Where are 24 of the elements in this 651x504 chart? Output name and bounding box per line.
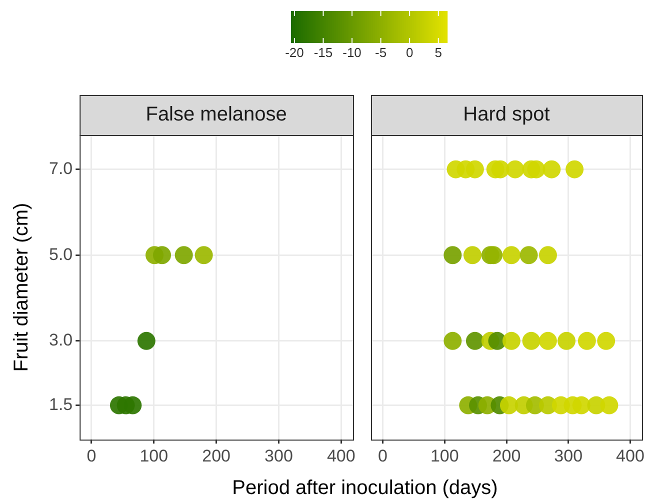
y-tick-label: 3.0 [48,330,73,350]
x-tick-label: 400 [326,446,356,466]
color-bar-label: -5 [375,45,387,60]
x-tick-label: 300 [554,446,583,466]
color-bar-label: 0 [406,45,414,60]
y-tick-label: 5.0 [48,244,73,264]
y-tick-label: 1.5 [48,394,73,414]
color-bar-label: -15 [314,45,333,60]
x-tick-label: 0 [86,446,96,466]
chart-title: Hard spot [463,104,550,126]
x-axis-title: Period after inoculation (days) [231,476,499,501]
y-axis-title: Fruit diameter (cm) [10,202,33,372]
chart-title: False melanose [146,104,287,126]
color-bar-label: -20 [285,45,304,60]
color-bar-label: 5 [434,45,442,60]
x-tick-label: 300 [264,446,293,466]
y-tick-label: 7.0 [48,159,73,178]
color-bar-label: -10 [342,45,362,60]
x-tick-label: 200 [202,446,231,466]
x-tick-label: 0 [378,446,388,466]
x-tick-label: 400 [616,446,644,466]
x-tick-label: 200 [492,446,521,466]
x-tick-label: 100 [430,446,459,466]
x-tick-label: 100 [140,446,168,466]
